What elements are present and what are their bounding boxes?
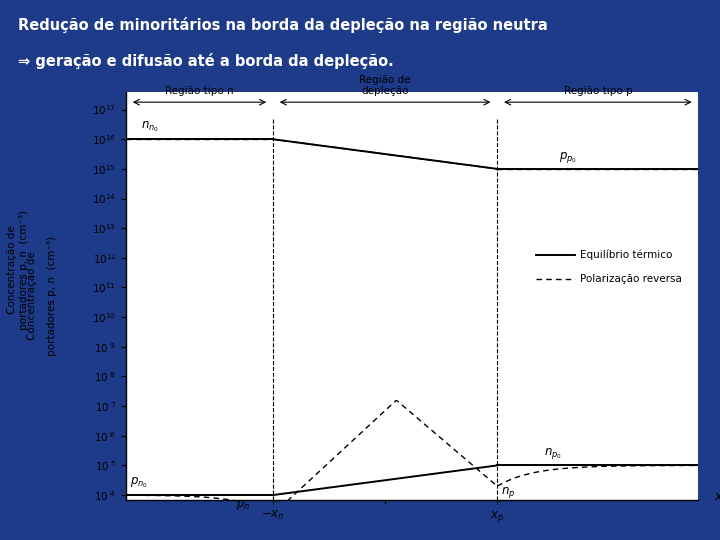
Text: Redução de minoritários na borda da depleção na região neutra: Redução de minoritários na borda da depl… (18, 17, 548, 33)
Text: Concentração de
portadores p, n  (cm⁻³): Concentração de portadores p, n (cm⁻³) (7, 210, 29, 330)
Text: Região de
depleção: Região de depleção (359, 75, 411, 96)
Text: $x$: $x$ (714, 490, 720, 503)
Text: $n_p$: $n_p$ (501, 485, 516, 500)
Text: Concentração de: Concentração de (27, 251, 37, 340)
Text: Região tipo n: Região tipo n (165, 86, 234, 96)
Text: $p_{p_0}$: $p_{p_0}$ (559, 150, 577, 165)
Text: $p_n$: $p_n$ (236, 498, 251, 512)
Text: ⇒ geração e difusão até a borda da depleção.: ⇒ geração e difusão até a borda da deple… (18, 53, 394, 69)
Text: $p_{n_0}$: $p_{n_0}$ (130, 476, 148, 490)
Text: $n_{n_0}$: $n_{n_0}$ (141, 120, 159, 134)
Text: Polarização reversa: Polarização reversa (580, 274, 683, 284)
Text: $n_{p_0}$: $n_{p_0}$ (544, 446, 562, 461)
Text: Região tipo p: Região tipo p (564, 86, 632, 96)
Text: portadores p, n  (cm⁻³): portadores p, n (cm⁻³) (47, 235, 57, 356)
Text: Equilíbrio térmico: Equilíbrio térmico (580, 249, 672, 260)
